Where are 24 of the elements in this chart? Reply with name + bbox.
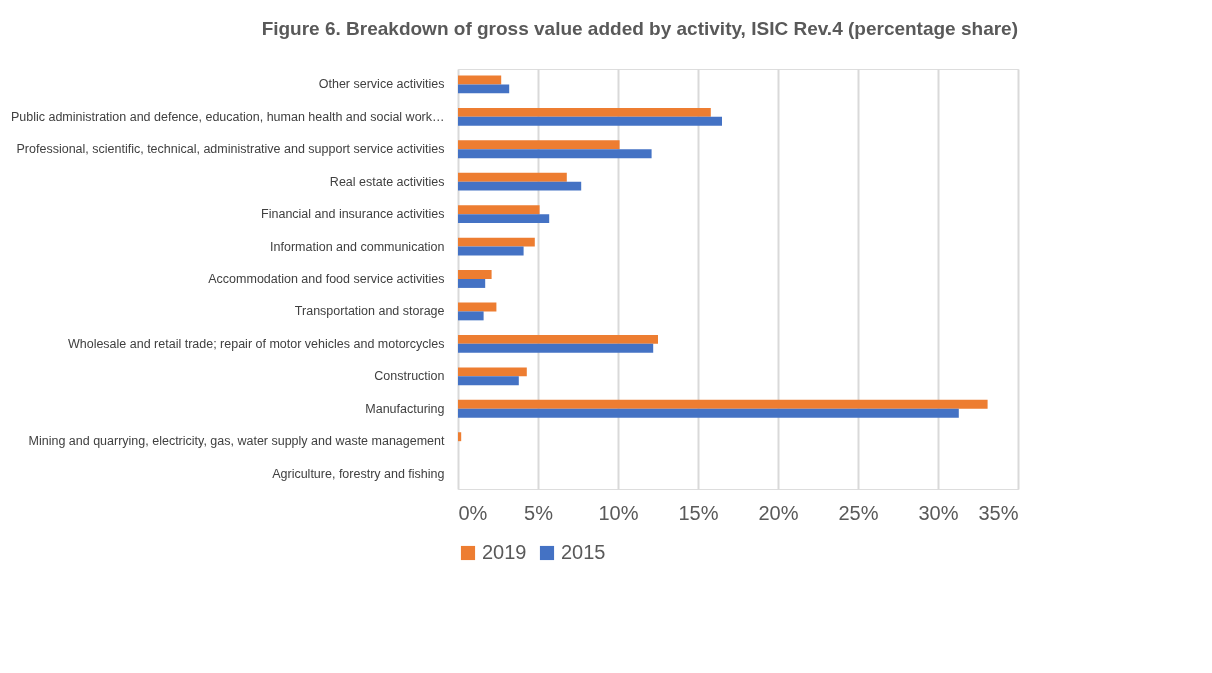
y-tick-label: Transportation and storage xyxy=(294,304,445,319)
x-tick-label: 20% xyxy=(758,501,799,524)
y-tick-label: Accommodation and food service activities xyxy=(208,272,445,286)
y-tick-label: Mining and quarrying, electricity, gas, water supply and waste management xyxy=(28,434,446,449)
legend-label: 2015 xyxy=(561,541,606,563)
y-tick-label: Manufacturing xyxy=(365,401,445,416)
y-tick-label: Construction xyxy=(374,369,445,384)
y-tick-label: Public administration and defence, education, human health and social work… xyxy=(10,109,445,124)
x-tick-label: 15% xyxy=(678,501,719,524)
y-tick-label: Professional, scientific, technical, administrative and support service activities xyxy=(16,142,445,157)
legend-label: 2019 xyxy=(482,541,527,563)
x-tick-label: 25% xyxy=(838,501,879,524)
x-tick-label: 10% xyxy=(598,501,639,524)
x-tick-label: 5% xyxy=(524,501,554,524)
x-tick-label: 30% xyxy=(918,501,959,524)
y-tick-label: Information and communication xyxy=(270,239,445,254)
y-tick-label: Wholesale and retail trade; repair of motor vehicles and motorcycles xyxy=(67,336,445,351)
x-tick-label: 0% xyxy=(458,501,488,524)
x-tick-label: 35% xyxy=(978,501,1019,524)
y-tick-label: Agriculture, forestry and fishing xyxy=(272,466,445,481)
y-tick-label: Real estate activities xyxy=(329,174,445,189)
y-tick-label: Financial and insurance activities xyxy=(261,207,445,222)
chart-title: Figure 6. Breakdown of gross value added by activity, ISIC Rev.4 (percentage share) xyxy=(261,18,1018,39)
y-tick-label: Other service activities xyxy=(318,77,445,92)
